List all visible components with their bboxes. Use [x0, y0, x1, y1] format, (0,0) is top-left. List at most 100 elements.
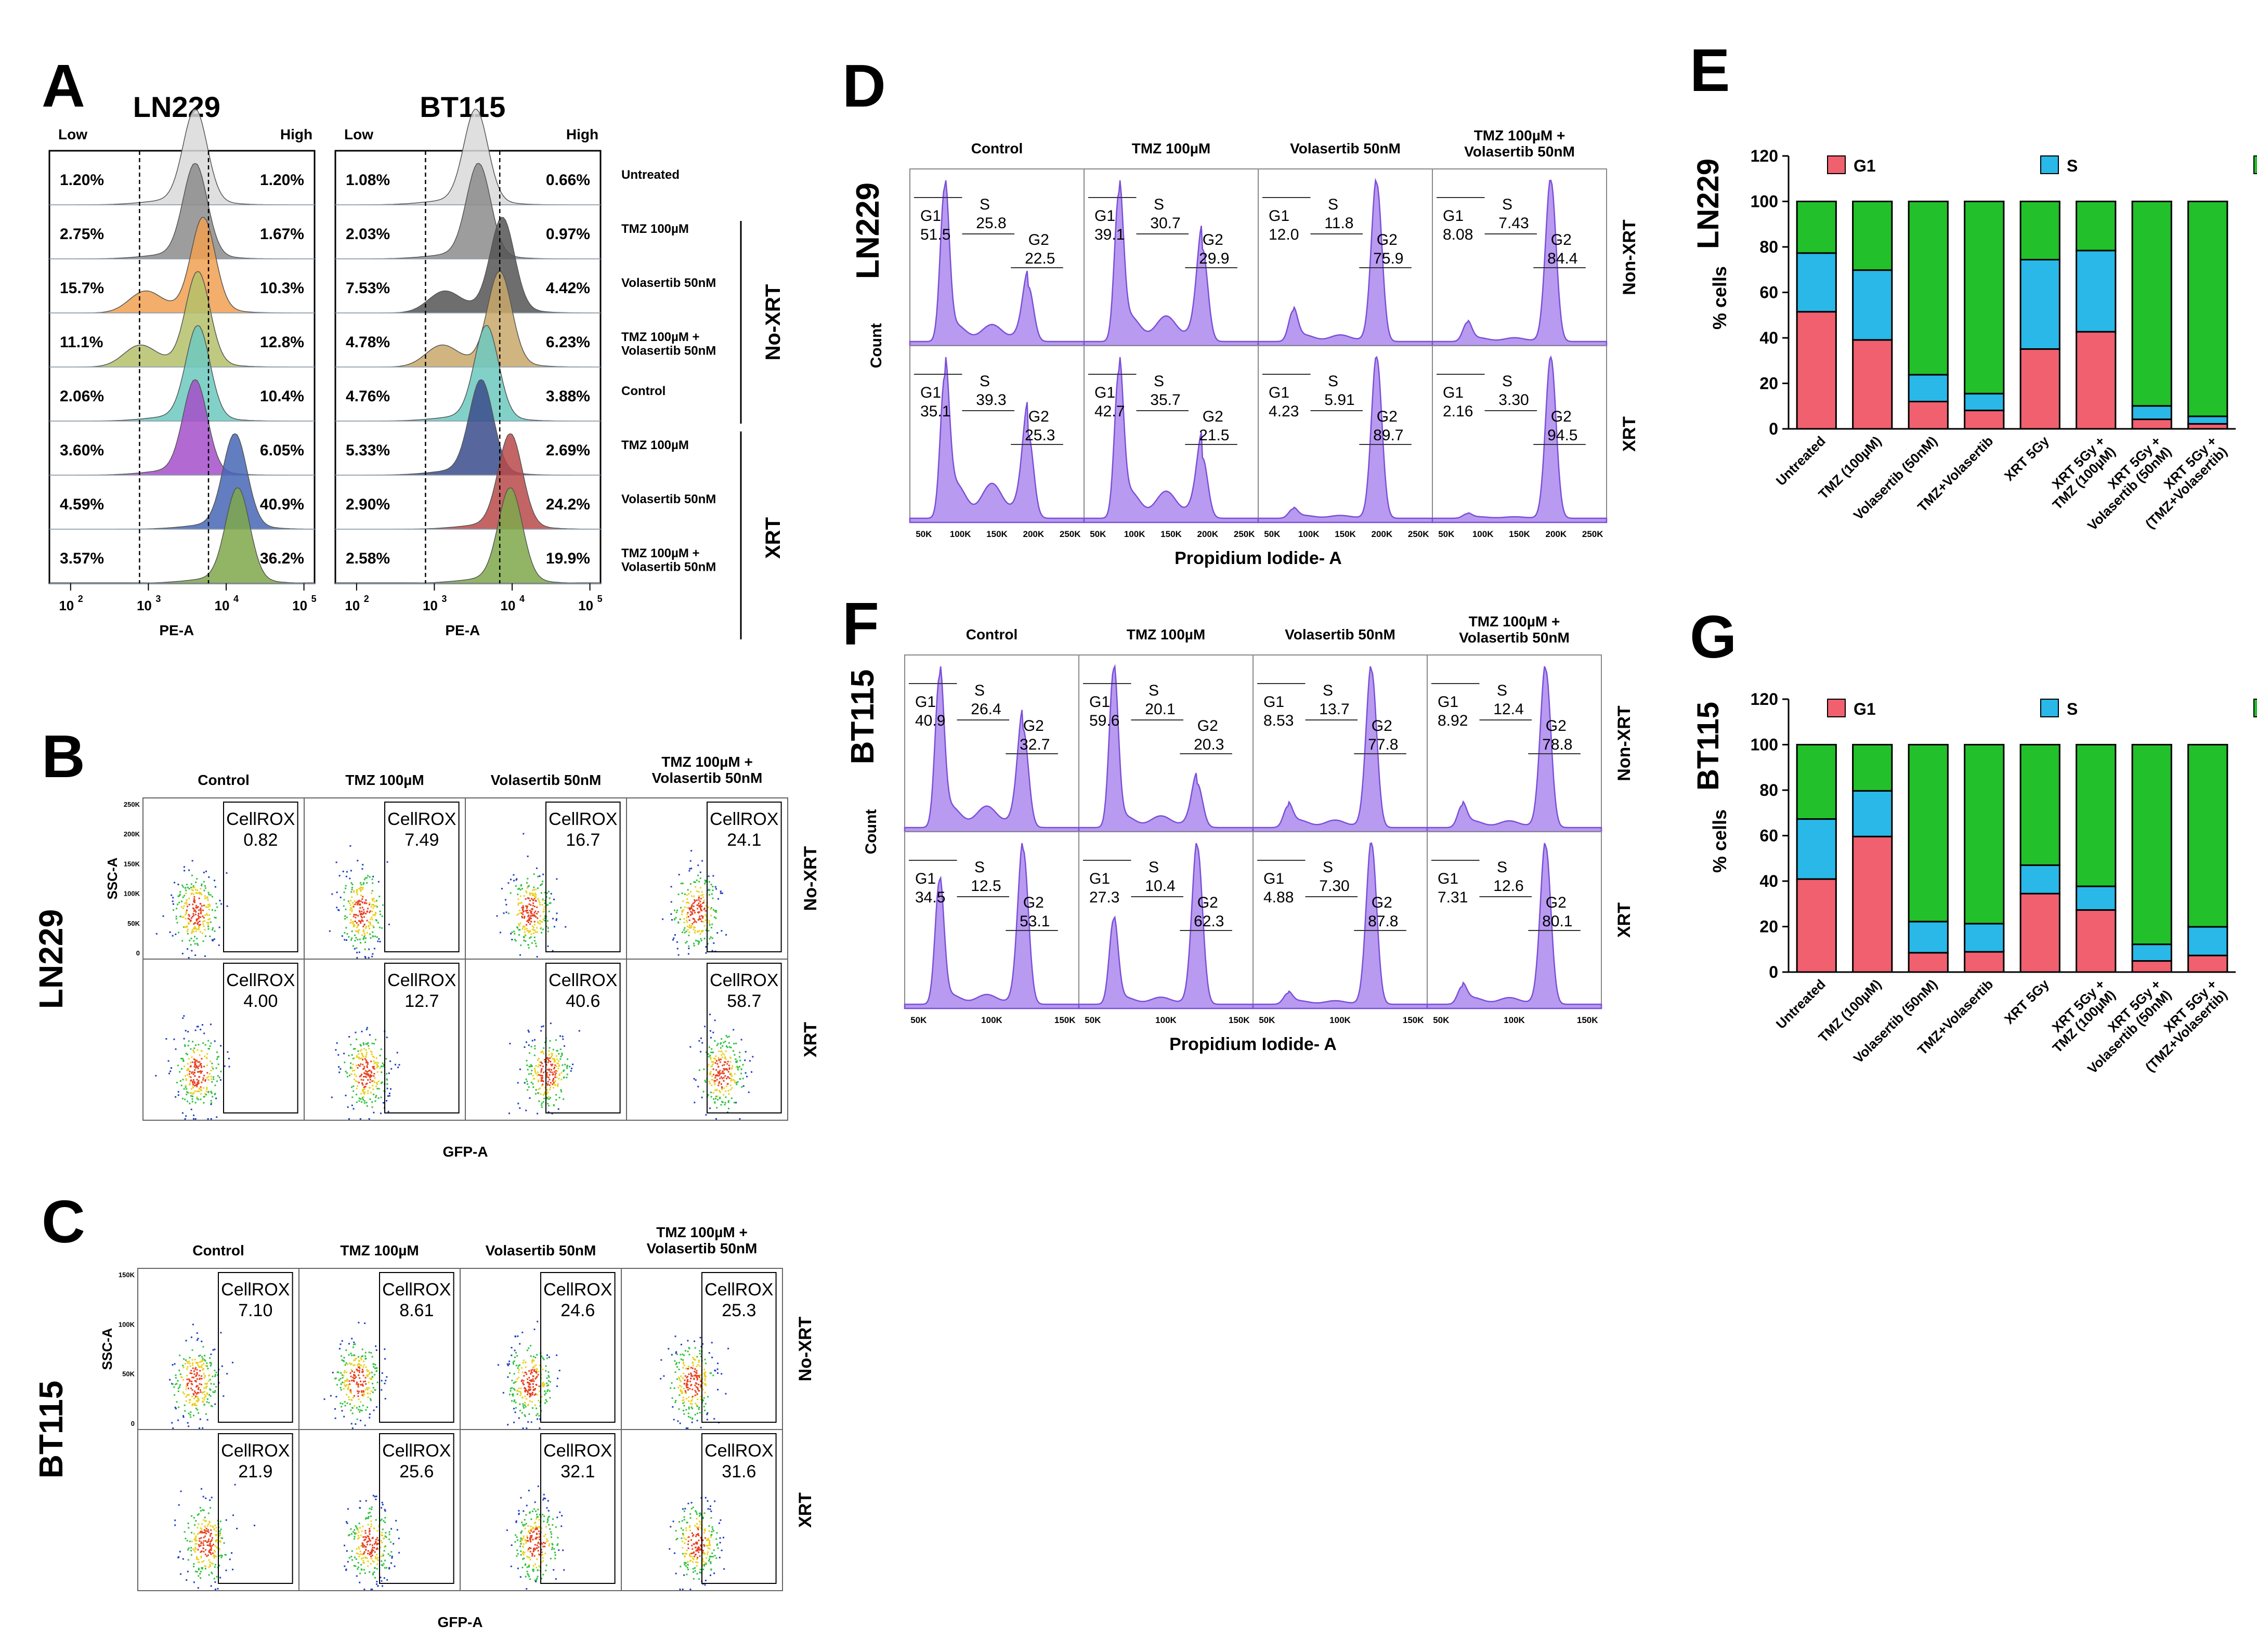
scatter-dot — [210, 1525, 212, 1527]
scatter-dot — [188, 1058, 190, 1060]
scatter-dot — [361, 1410, 363, 1411]
scatter-dot — [366, 1517, 368, 1519]
scatter-dot — [357, 902, 359, 904]
column-label: Control — [966, 626, 1018, 643]
scatter-dot — [201, 1341, 203, 1342]
scatter-dot — [676, 1353, 678, 1355]
g2-label: G2 — [1023, 894, 1044, 911]
scatter-dot — [525, 1576, 527, 1578]
bar-segment-s — [1796, 252, 1837, 313]
scatter-dot — [372, 1383, 373, 1385]
scatter-dot — [350, 1062, 352, 1064]
scatter-dot — [532, 1392, 533, 1394]
scatter-dot — [194, 1551, 196, 1553]
scatter-dot — [735, 1066, 737, 1068]
scatter-dot — [210, 1042, 212, 1044]
scatter-dot — [346, 1379, 348, 1381]
scatter-dot — [736, 1082, 738, 1084]
scatter-dot — [550, 1086, 552, 1089]
gate-value: 8.61 — [399, 1301, 434, 1320]
scatter-dot — [698, 917, 700, 919]
scatter-dot — [700, 1497, 702, 1499]
scatter-dot — [696, 1518, 698, 1519]
scatter-dot — [690, 1378, 692, 1380]
scatter-dot — [526, 887, 528, 889]
scatter-dot — [200, 1072, 202, 1074]
scatter-dot — [365, 1358, 367, 1359]
x-axis-label: Propidium Iodide- A — [1175, 548, 1342, 568]
scatter-dot — [566, 1067, 568, 1069]
scatter-dot — [188, 919, 190, 921]
scatter-dot — [686, 1550, 688, 1552]
scatter-dot — [181, 940, 184, 942]
scatter-dot — [553, 926, 555, 928]
scatter-dot — [215, 1533, 217, 1536]
scatter-dot — [518, 910, 520, 912]
scatter-dot — [207, 897, 208, 899]
scatter-dot — [372, 1494, 374, 1497]
y-axis-label: SSC-A — [99, 1328, 115, 1370]
scatter-dot — [537, 911, 539, 913]
scatter-dot — [731, 1068, 733, 1070]
scatter-dot — [206, 1401, 208, 1403]
scatter-dot — [558, 1073, 560, 1076]
scatter-dot — [527, 920, 529, 922]
scatter-dot — [179, 1384, 181, 1386]
scatter-dot — [510, 879, 512, 881]
scatter-dot — [542, 1574, 544, 1576]
scatter-dot — [545, 1564, 547, 1566]
scatter-dot — [191, 892, 193, 894]
scatter-dot — [358, 1370, 360, 1371]
scatter-dot — [225, 1569, 227, 1571]
scatter-dot — [204, 920, 205, 922]
scatter-dot — [356, 1526, 358, 1528]
scatter-dot — [375, 1548, 377, 1550]
scatter-dot — [362, 863, 364, 866]
scatter-dot — [214, 880, 215, 882]
scatter-dot — [338, 1066, 340, 1068]
scatter-dot — [192, 893, 194, 895]
scatter-dot — [373, 926, 375, 928]
scatter-dot — [191, 874, 193, 876]
scatter-dot — [716, 1368, 719, 1370]
scatter-dot — [524, 1539, 526, 1541]
scatter-dot — [511, 1380, 513, 1382]
scatter-dot — [692, 1388, 694, 1391]
scatter-dot — [362, 1068, 364, 1070]
scatter-dot — [370, 1070, 372, 1072]
scatter-dot — [556, 1354, 558, 1356]
scatter-dot — [217, 1056, 218, 1058]
scatter-dot — [521, 1331, 524, 1333]
scatter-dot — [532, 902, 534, 904]
bar-segment-g2 — [1796, 744, 1837, 820]
scatter-dot — [343, 1375, 345, 1376]
scatter-dot — [543, 1383, 545, 1385]
scatter-dot — [354, 934, 356, 936]
scatter-dot — [191, 1403, 193, 1405]
x-axis-label: PE-A — [445, 622, 480, 638]
x-tick-label: 50K — [1438, 529, 1455, 539]
scatter-dot — [350, 900, 352, 902]
scatter-dot — [676, 1538, 679, 1540]
scatter-dot — [729, 1089, 732, 1091]
scatter-dot — [519, 1403, 521, 1405]
scatter-dot — [534, 893, 536, 895]
scatter-dot — [679, 1385, 681, 1387]
scatter-dot — [206, 1057, 208, 1059]
scatter-dot — [381, 1065, 382, 1067]
scatter-dot — [192, 1393, 194, 1395]
scatter-dot — [703, 1529, 706, 1531]
scatter-dot — [696, 904, 698, 906]
scatter-dot — [533, 1054, 536, 1056]
scatter-dot — [347, 900, 349, 902]
scatter-dot — [701, 1042, 703, 1044]
scatter-dot — [709, 1544, 711, 1546]
scatter-dot — [210, 1553, 212, 1555]
scatter-dot — [191, 1372, 193, 1374]
scatter-dot — [711, 937, 713, 939]
scatter-dot — [697, 1549, 699, 1551]
scatter-dot — [730, 1074, 732, 1076]
scatter-dot — [532, 1356, 534, 1358]
scatter-dot — [699, 1521, 701, 1523]
